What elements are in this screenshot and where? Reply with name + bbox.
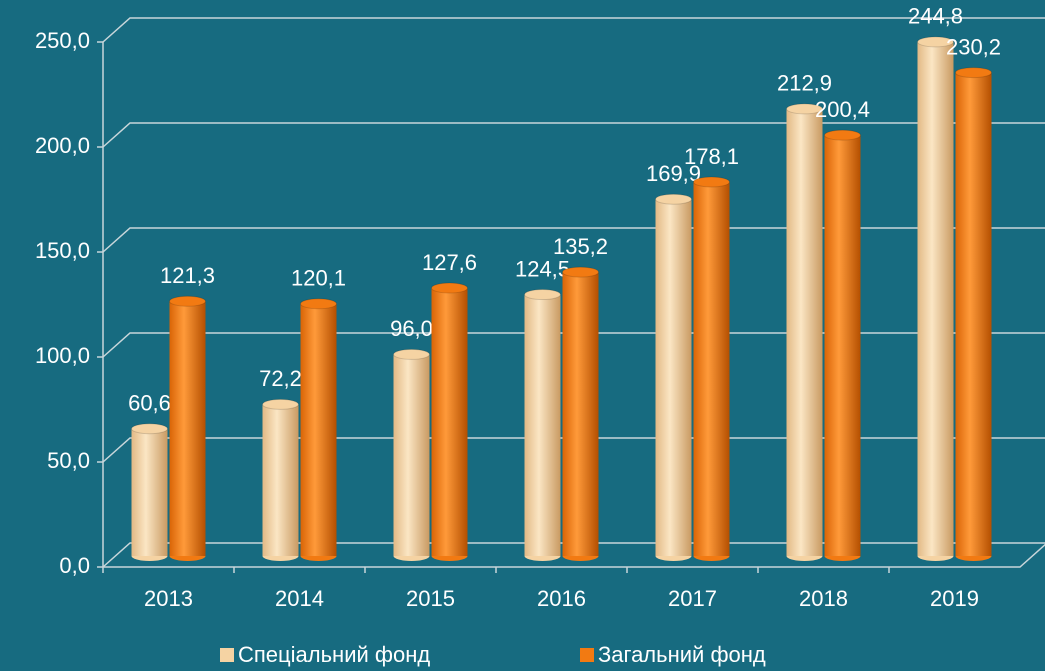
bar-body <box>824 135 861 556</box>
legend-label: Загальний фонд <box>598 642 766 667</box>
bar-body <box>693 181 730 557</box>
bar <box>431 282 468 561</box>
value-label: 200,4 <box>815 97 870 122</box>
value-label: 96,0 <box>390 316 433 341</box>
bar-body <box>655 199 692 556</box>
bar <box>655 193 692 561</box>
bar-cap <box>562 266 599 278</box>
value-label: 60,6 <box>128 391 171 416</box>
bar-cap <box>262 398 299 410</box>
value-label: 244,8 <box>908 4 963 29</box>
bar <box>393 348 430 561</box>
bar <box>824 129 861 561</box>
grid-line <box>102 122 1045 148</box>
x-tick-label: 2014 <box>275 586 324 611</box>
grid-line <box>102 542 1045 568</box>
bar-body <box>393 354 430 556</box>
bar-cap <box>431 282 468 294</box>
value-label: 127,6 <box>422 250 477 275</box>
x-tick-label: 2016 <box>537 586 586 611</box>
x-tick-label: 2013 <box>144 586 193 611</box>
bar <box>262 398 299 561</box>
bar-body <box>786 108 823 556</box>
y-tick-label: 100,0 <box>35 343 90 368</box>
y-tick-label: 0,0 <box>59 553 90 578</box>
legend-swatch <box>220 648 234 662</box>
value-label: 72,2 <box>259 366 302 391</box>
bar <box>786 103 823 561</box>
bar <box>300 298 337 561</box>
bar-cap <box>300 298 337 310</box>
value-label: 124,5 <box>515 256 570 281</box>
grid-line <box>102 17 1045 43</box>
bar-cap <box>955 67 992 79</box>
bar-cap <box>693 176 730 188</box>
value-label: 169,9 <box>646 161 701 186</box>
bar-body <box>955 72 992 556</box>
bar-body <box>917 41 954 557</box>
grid-line <box>102 227 1045 253</box>
value-label: 135,2 <box>553 234 608 259</box>
bar <box>917 36 954 561</box>
bar-cap <box>917 36 954 48</box>
y-tick-label: 150,0 <box>35 238 90 263</box>
legend-swatch <box>580 648 594 662</box>
bar-body <box>262 404 299 556</box>
x-tick-label: 2015 <box>406 586 455 611</box>
bar-cap <box>524 289 561 301</box>
bar <box>169 295 206 561</box>
y-tick-label: 200,0 <box>35 133 90 158</box>
bar-body <box>431 288 468 556</box>
legend-label: Спеціальний фонд <box>238 642 430 667</box>
bar <box>693 176 730 561</box>
bar-cap <box>169 295 206 307</box>
value-label: 121,3 <box>160 263 215 288</box>
floor <box>103 543 1045 568</box>
value-label: 212,9 <box>777 71 832 96</box>
bar <box>524 289 561 561</box>
bar-cap <box>131 423 168 435</box>
bar-body <box>524 294 561 556</box>
bar-cap <box>786 103 823 115</box>
bar-body <box>131 428 168 556</box>
grid-line <box>102 437 1045 463</box>
bar <box>955 67 992 561</box>
x-tick-label: 2019 <box>930 586 979 611</box>
bar-cap <box>655 193 692 205</box>
y-tick-label: 50,0 <box>47 448 90 473</box>
bar <box>131 423 168 561</box>
bar-body <box>562 272 599 556</box>
bar <box>562 266 599 561</box>
value-label: 230,2 <box>946 34 1001 59</box>
bar-body <box>169 301 206 556</box>
y-tick-label: 250,0 <box>35 28 90 53</box>
x-tick-label: 2017 <box>668 586 717 611</box>
bar-cap <box>393 348 430 360</box>
value-label: 120,1 <box>291 266 346 291</box>
bar-body <box>300 303 337 556</box>
value-label: 178,1 <box>684 144 739 169</box>
x-tick-label: 2018 <box>799 586 848 611</box>
bar-cap <box>824 129 861 141</box>
grid-line <box>102 332 1045 358</box>
